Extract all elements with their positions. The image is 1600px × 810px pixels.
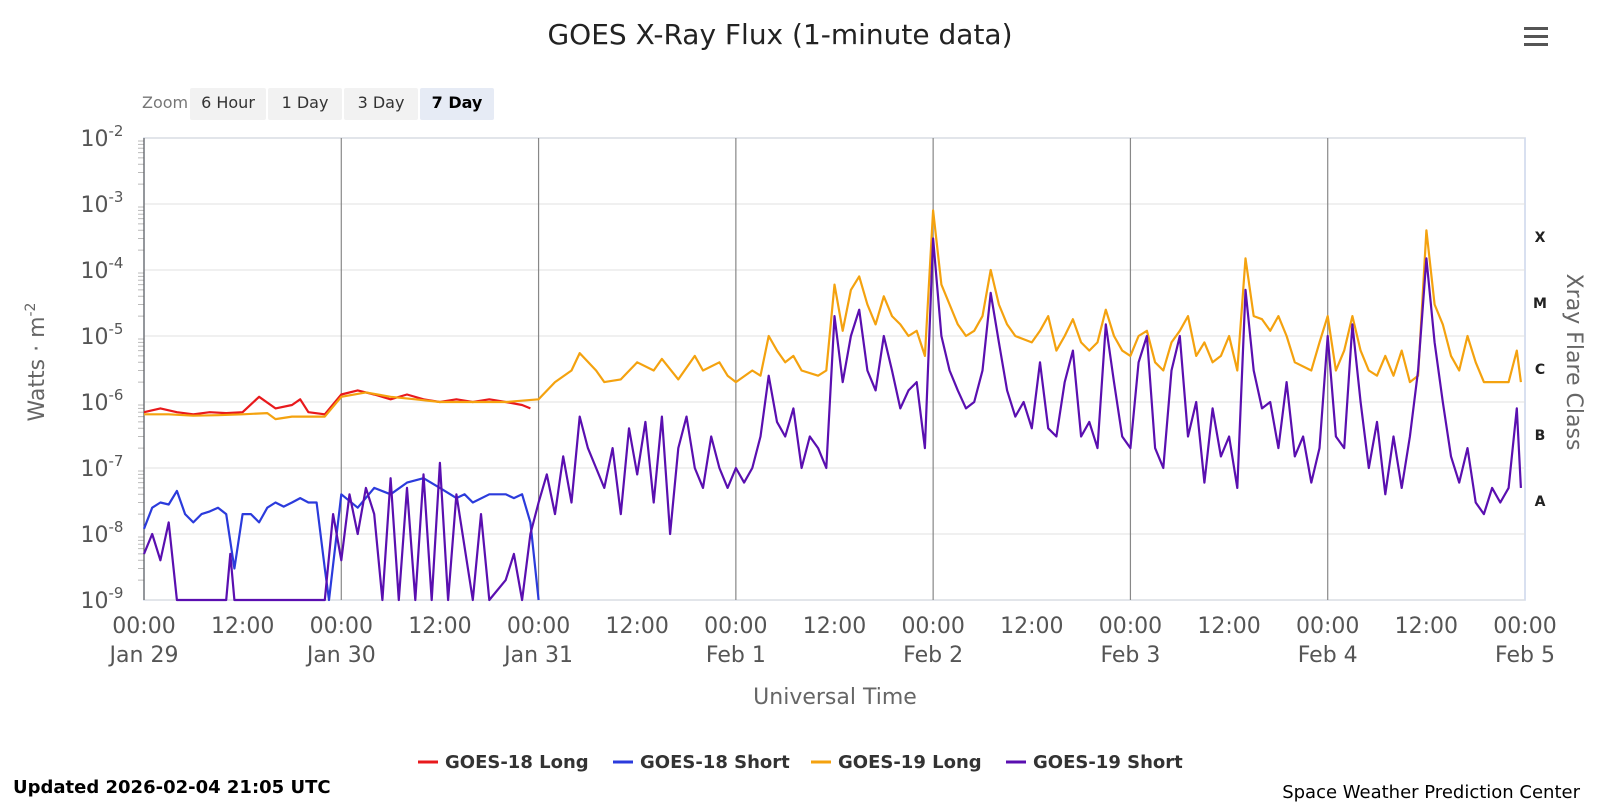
y-tick-label: 10-6	[81, 386, 124, 416]
x-tick-time: 12:00	[606, 614, 669, 639]
zoom-controls: Zoom 6 Hour 1 Day 3 Day 7 Day	[142, 88, 494, 120]
x-tick-time: 00:00	[901, 614, 964, 639]
x-tick-date: Feb 1	[706, 643, 766, 668]
x-tick-date: Feb 3	[1100, 643, 1160, 668]
y-tick-label: 10-3	[81, 188, 124, 218]
zoom-button-label: 3 Day	[358, 93, 405, 112]
y-tick-label: 10-2	[81, 122, 124, 152]
zoom-button-1-day[interactable]: 1 Day	[268, 88, 342, 120]
x-tick-date: Feb 4	[1298, 643, 1358, 668]
flare-class-label: X	[1535, 230, 1546, 246]
chart-title: GOES X-Ray Flux (1-minute data)	[547, 18, 1012, 51]
zoom-button-7-day[interactable]: 7 Day	[420, 88, 494, 120]
y-axis-title-main: Watts · m	[25, 317, 50, 422]
x-tick-time: 00:00	[507, 614, 570, 639]
x-tick-time: 00:00	[704, 614, 767, 639]
legend-item[interactable]: GOES-18 Short	[613, 752, 790, 773]
x-tick-date: Feb 2	[903, 643, 963, 668]
y-tick-label: 10-8	[81, 518, 124, 548]
x-tick-time: 12:00	[803, 614, 866, 639]
x-tick-time: 12:00	[1395, 614, 1458, 639]
zoom-button-3-day[interactable]: 3 Day	[344, 88, 418, 120]
y-axis-title-sup: -2	[23, 303, 39, 317]
x-tick-date: Jan 31	[502, 643, 573, 668]
x-tick-time: 00:00	[112, 614, 175, 639]
x-tick-date: Jan 29	[108, 643, 179, 668]
x-axis-title: Universal Time	[753, 685, 917, 710]
zoom-button-bg	[190, 88, 266, 120]
zoom-button-label: 1 Day	[282, 93, 329, 112]
legend-item[interactable]: GOES-19 Long	[811, 752, 982, 773]
x-tick-time: 00:00	[1493, 614, 1556, 639]
legend-label: GOES-18 Long	[445, 752, 589, 773]
hamburger-menu-icon[interactable]	[1520, 20, 1552, 52]
zoom-button-bg	[420, 88, 494, 120]
y-tick-label: 10-9	[81, 584, 124, 614]
legend-label: GOES-19 Short	[1033, 752, 1183, 773]
series-line-goes-18-short	[142, 477, 540, 602]
flare-class-label: M	[1533, 296, 1547, 312]
zoom-button-label: 7 Day	[432, 93, 483, 112]
series-line-goes-19-short	[142, 237, 1522, 602]
credit-text: Space Weather Prediction Center	[1282, 782, 1580, 803]
x-tick-time: 12:00	[408, 614, 471, 639]
legend: GOES-18 Long GOES-18 Short GOES-19 Long GOE…	[418, 752, 1183, 773]
series-line-goes-19-long	[144, 209, 1522, 421]
zoom-button-bg	[344, 88, 418, 120]
y-tick-label: 10-7	[81, 452, 124, 482]
zoom-label: Zoom	[142, 93, 188, 112]
legend-label: GOES-18 Short	[640, 752, 790, 773]
y-axis-title: Watts · m-2	[23, 303, 50, 422]
flare-class-label: B	[1535, 428, 1546, 444]
y-tick-label: 10-5	[81, 320, 124, 350]
y-tick-label: 10-4	[81, 254, 124, 284]
series-lines	[142, 209, 1522, 602]
axes: 10-210-310-410-510-610-710-810-900:00Jan…	[81, 122, 1557, 668]
x-tick-time: 00:00	[1296, 614, 1359, 639]
x-tick-time: 12:00	[1197, 614, 1260, 639]
flare-class-label: A	[1535, 494, 1546, 510]
flare-class-label: C	[1535, 362, 1545, 378]
x-tick-time: 12:00	[211, 614, 274, 639]
legend-item[interactable]: GOES-19 Short	[1006, 752, 1183, 773]
x-tick-time: 12:00	[1000, 614, 1063, 639]
x-tick-date: Feb 5	[1495, 643, 1555, 668]
zoom-button-label: 6 Hour	[201, 93, 255, 112]
legend-item[interactable]: GOES-18 Long	[418, 752, 589, 773]
updated-timestamp: Updated 2026-02-04 21:05 UTC	[13, 777, 331, 798]
x-tick-date: Jan 30	[305, 643, 376, 668]
right-axis-title: Xray Flare Class	[1561, 274, 1586, 451]
x-tick-time: 00:00	[310, 614, 373, 639]
legend-label: GOES-19 Long	[838, 752, 982, 773]
x-tick-time: 00:00	[1099, 614, 1162, 639]
plot-area	[143, 137, 1526, 601]
plot-grid	[143, 137, 1526, 601]
zoom-button-6-hour[interactable]: 6 Hour	[190, 88, 266, 120]
zoom-button-bg	[268, 88, 342, 120]
